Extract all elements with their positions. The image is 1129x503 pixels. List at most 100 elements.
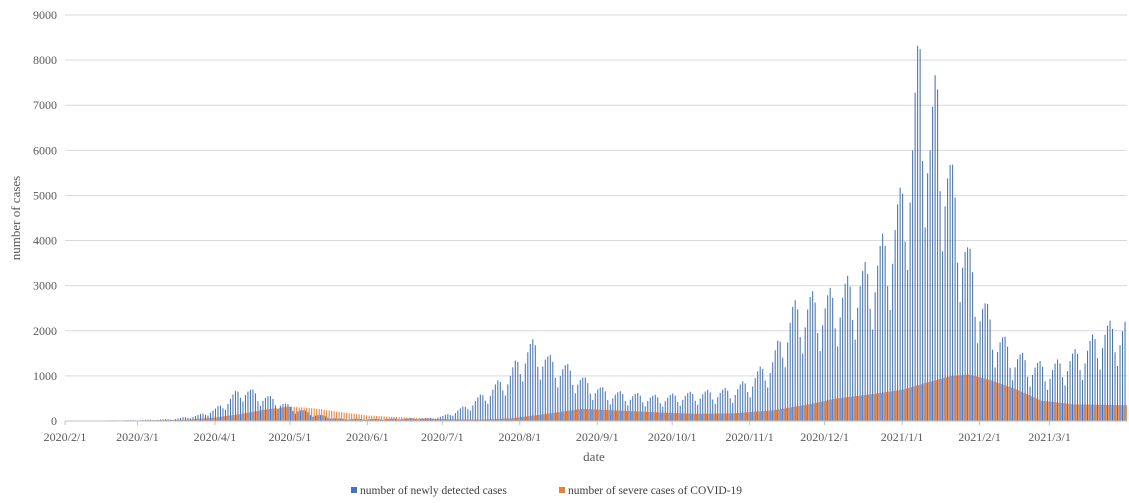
severe-cases-bar — [928, 381, 930, 421]
severe-cases-bar — [513, 417, 515, 421]
new-cases-bar — [159, 419, 162, 421]
new-cases-bar — [452, 415, 454, 421]
severe-cases-bar — [805, 404, 807, 421]
x-tick-label: 2021/3/1 — [1028, 430, 1071, 444]
severe-cases-bar — [271, 408, 273, 421]
new-cases-bar — [717, 397, 719, 421]
new-cases-bar — [622, 394, 624, 421]
severe-cases-bar — [1105, 404, 1107, 421]
new-cases-bar — [467, 409, 469, 421]
severe-cases-bar — [496, 418, 498, 421]
new-cases-bar — [239, 397, 241, 421]
severe-cases-bar — [301, 407, 303, 421]
new-cases-bar — [817, 333, 819, 421]
new-cases-bar — [959, 302, 961, 421]
y-axis-title: number of cases — [8, 176, 23, 260]
new-cases-bar — [857, 307, 859, 421]
new-cases-bar — [819, 351, 821, 421]
severe-cases-bar — [493, 419, 495, 421]
new-cases-bar — [434, 418, 436, 421]
new-cases-bar — [1062, 377, 1064, 421]
new-cases-bar — [1057, 359, 1059, 421]
severe-cases-bar — [441, 419, 443, 421]
new-cases-bar — [869, 308, 871, 421]
new-cases-bar — [394, 418, 396, 421]
new-cases-bar — [164, 419, 167, 421]
severe-cases-bar — [873, 393, 875, 421]
severe-cases-bar — [1100, 404, 1102, 421]
new-cases-bar — [277, 409, 279, 421]
severe-cases-bar — [386, 416, 388, 421]
severe-cases-bar — [998, 383, 1000, 421]
new-cases-bar — [427, 417, 429, 421]
severe-cases-bar — [416, 417, 418, 421]
new-cases-bar — [1017, 359, 1019, 421]
new-cases-bar — [1019, 354, 1021, 421]
y-tick-label: 2000 — [33, 324, 57, 338]
severe-cases-bar — [516, 417, 518, 421]
new-cases-bar — [1032, 374, 1034, 421]
severe-cases-bar — [650, 412, 653, 421]
x-tick-label: 2020/12/1 — [800, 430, 849, 444]
new-cases-bar — [792, 306, 794, 421]
legend-swatch-new-cases — [351, 487, 357, 493]
severe-cases-bar — [571, 410, 573, 421]
y-tick-label: 8000 — [33, 53, 57, 67]
severe-cases-bar — [990, 380, 992, 421]
new-cases-bar — [477, 397, 479, 421]
severe-cases-bar — [1035, 398, 1037, 421]
severe-cases-bar — [193, 419, 195, 421]
new-cases-bar — [532, 339, 534, 421]
severe-cases-bar — [968, 374, 970, 421]
severe-cases-bar — [803, 405, 805, 421]
severe-cases-bar — [231, 415, 233, 421]
legend-label-new-cases: number of newly detected cases — [360, 485, 507, 497]
severe-cases-bar — [283, 407, 285, 421]
new-cases-bar — [997, 351, 999, 421]
new-cases-bar — [1094, 339, 1096, 421]
new-cases-bar — [1024, 360, 1026, 421]
severe-cases-bar — [893, 390, 895, 421]
severe-cases-bar — [348, 413, 350, 421]
new-cases-bar — [579, 379, 581, 421]
new-cases-bar — [282, 404, 284, 421]
severe-cases-bar — [1000, 384, 1002, 421]
new-cases-bar — [347, 419, 349, 421]
new-cases-bar — [727, 390, 729, 421]
severe-cases-bar — [491, 419, 493, 421]
severe-cases-bar — [1023, 392, 1025, 421]
new-cases-bar — [337, 418, 339, 421]
severe-cases-bar — [488, 419, 490, 421]
new-cases-bar — [1069, 361, 1071, 421]
new-cases-bar — [197, 415, 199, 421]
severe-cases-bar — [855, 396, 857, 421]
severe-cases-bar — [591, 409, 593, 421]
severe-cases-bar — [870, 394, 872, 421]
new-cases-bar — [492, 389, 494, 421]
new-cases-bar — [1037, 362, 1039, 421]
severe-cases-bar — [1080, 404, 1082, 421]
new-cases-bar — [342, 418, 344, 421]
severe-cases-bar — [1075, 404, 1077, 421]
severe-cases-bar — [608, 410, 610, 421]
severe-cases-bar — [670, 412, 673, 421]
new-cases-bar — [982, 308, 984, 421]
severe-cases-bar — [1060, 402, 1062, 421]
severe-cases-bar — [603, 409, 605, 421]
new-cases-bar — [832, 297, 834, 421]
severe-cases-bar — [798, 405, 800, 421]
new-cases-bar — [1109, 320, 1111, 421]
severe-cases-bar — [758, 411, 760, 421]
new-cases-bar — [964, 251, 966, 421]
severe-cases-bar — [923, 383, 925, 421]
severe-cases-bar — [263, 409, 265, 421]
new-cases-bar — [224, 409, 226, 421]
new-cases-bar — [272, 398, 274, 421]
new-cases-bar — [619, 391, 621, 421]
new-cases-bar — [942, 251, 944, 421]
severe-cases-bar — [785, 408, 787, 421]
severe-cases-bar — [266, 409, 268, 421]
severe-cases-bar — [793, 406, 795, 421]
severe-cases-bar — [1085, 404, 1087, 421]
new-cases-bar — [784, 367, 786, 421]
